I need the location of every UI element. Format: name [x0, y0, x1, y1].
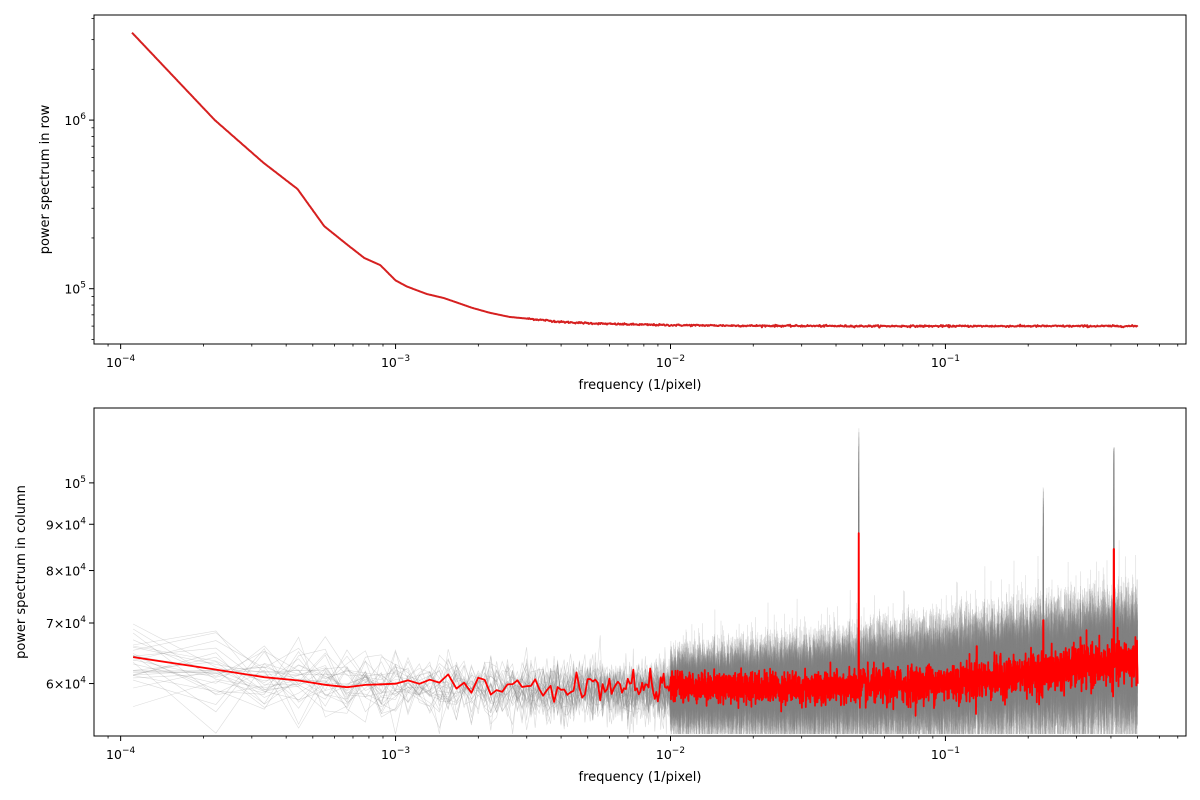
background-trace	[133, 436, 1138, 735]
row-power-spectrum-panel: 10−4 10−3 10−2 10−1 105 106 frequency (1/pixel…	[38, 14, 1187, 393]
background-trace	[133, 447, 1138, 735]
y-tick-label: 6×104	[46, 676, 86, 692]
y-axis-label: power spectrum in row	[38, 104, 53, 254]
background-trace	[133, 459, 1138, 735]
x-tick-label: 10−4	[106, 746, 135, 762]
series-line	[131, 31, 1139, 329]
x-tick-label: 10−1	[931, 746, 960, 762]
y-tick-label: 105	[64, 475, 86, 491]
axes-frame	[93, 14, 1187, 345]
background-trace	[133, 446, 1138, 735]
axes-frame	[93, 407, 1187, 737]
x-axis-label: frequency (1/pixel)	[579, 378, 702, 393]
x-axis-label: frequency (1/pixel)	[579, 770, 702, 785]
y-tick-label: 106	[64, 112, 86, 128]
series-line	[132, 532, 1139, 717]
y-axis-label: power spectrum in column	[14, 485, 29, 659]
plot-area	[132, 428, 1139, 735]
background-trace	[132, 451, 1138, 735]
x-tick-label: 10−3	[381, 354, 410, 370]
y-tick-label: 8×104	[46, 563, 86, 579]
x-tick-label: 10−1	[931, 354, 960, 370]
y-tick-label: 9×104	[46, 516, 86, 532]
x-tick-label: 10−2	[656, 746, 685, 762]
x-tick-label: 10−2	[656, 354, 685, 370]
plot-area	[131, 31, 1139, 329]
x-tick-label: 10−3	[381, 746, 410, 762]
column-power-spectrum-panel: 10−4 10−3 10−2 10−1 6×104 7×104 8×104 9×104 105 f…	[14, 407, 1187, 785]
background-trace	[133, 448, 1138, 735]
x-tick-label: 10−4	[106, 354, 135, 370]
y-tick-label: 105	[64, 281, 86, 297]
y-tick-label: 7×104	[46, 615, 86, 631]
